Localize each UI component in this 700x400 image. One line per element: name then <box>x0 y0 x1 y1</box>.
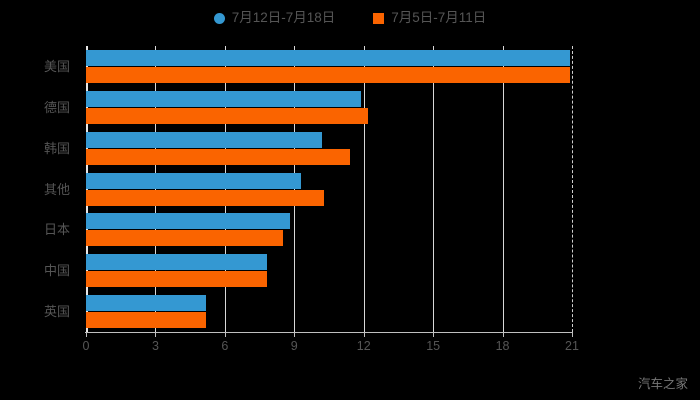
x-tick-6 <box>224 332 226 337</box>
bar[interactable] <box>86 107 369 124</box>
bar[interactable] <box>86 66 570 83</box>
watermark: 汽车之家 <box>637 376 688 391</box>
bar-group <box>86 131 572 165</box>
y-axis-label-0: 美国 <box>43 58 70 74</box>
bar[interactable] <box>86 148 350 165</box>
gridline-9 <box>294 46 296 332</box>
bar[interactable] <box>86 49 570 66</box>
x-tick-21 <box>572 332 573 337</box>
bar[interactable] <box>86 295 207 312</box>
gridline-21 <box>572 46 573 332</box>
x-tick-0 <box>86 332 87 337</box>
bar-group <box>86 254 572 288</box>
bar-group <box>86 295 572 329</box>
legend-label-series-b: 7月5日-7月11日 <box>391 10 487 26</box>
y-axis-category-labels: 美国德国韩国其他日本中国英国 <box>0 46 80 332</box>
x-tick-3 <box>155 332 157 337</box>
legend-item-series-b[interactable]: 7月5日-7月11日 <box>373 11 486 25</box>
x-tick-label-0: 0 <box>82 339 90 353</box>
y-axis-label-5: 中国 <box>43 263 70 279</box>
y-axis-label-2: 韩国 <box>43 140 70 156</box>
bar-group <box>86 49 572 83</box>
gridline-6 <box>224 46 226 332</box>
x-tick-label-12: 12 <box>356 339 371 353</box>
x-tick-label-6: 6 <box>221 339 229 353</box>
gridline-18 <box>502 46 504 332</box>
x-tick-label-21: 21 <box>565 339 579 353</box>
x-tick-label-15: 15 <box>426 339 441 353</box>
square-marker-icon <box>373 12 385 24</box>
bar[interactable] <box>86 90 362 107</box>
gridline-12 <box>363 46 365 332</box>
x-axis-line <box>85 332 573 333</box>
bar[interactable] <box>86 254 267 271</box>
bar-group <box>86 172 572 206</box>
bar[interactable] <box>86 189 325 206</box>
bar[interactable] <box>86 172 302 189</box>
bar[interactable] <box>86 131 323 148</box>
x-tick-label-3: 3 <box>151 339 159 353</box>
bar[interactable] <box>86 213 290 230</box>
x-tick-18 <box>502 332 504 337</box>
plot-area <box>86 46 573 332</box>
bar[interactable] <box>86 312 207 329</box>
gridline-0 <box>86 46 88 332</box>
legend-label-series-a: 7月12日-7月18日 <box>231 10 336 26</box>
x-tick-label-18: 18 <box>495 339 510 353</box>
bar-group <box>86 90 572 124</box>
x-tick-15 <box>433 332 435 337</box>
y-axis-label-4: 日本 <box>43 222 70 238</box>
x-axis: 0 3 6 9 12 15 18 21 <box>82 332 579 362</box>
gridline-3 <box>155 46 157 332</box>
bar[interactable] <box>86 230 283 247</box>
x-tick-label-9: 9 <box>290 339 298 353</box>
bar-group <box>86 213 572 247</box>
y-axis-label-3: 其他 <box>43 181 70 197</box>
y-axis-label-6: 英国 <box>43 304 70 320</box>
bar[interactable] <box>86 271 267 288</box>
x-tick-9 <box>294 332 296 337</box>
chart-legend: 7月12日-7月18日 7月5日-7月11日 <box>0 6 700 30</box>
gridline-15 <box>433 46 435 332</box>
legend-item-series-a[interactable]: 7月12日-7月18日 <box>213 10 336 26</box>
y-axis-label-1: 德国 <box>43 99 70 115</box>
circle-marker-icon <box>213 12 225 24</box>
x-tick-12 <box>363 332 365 337</box>
